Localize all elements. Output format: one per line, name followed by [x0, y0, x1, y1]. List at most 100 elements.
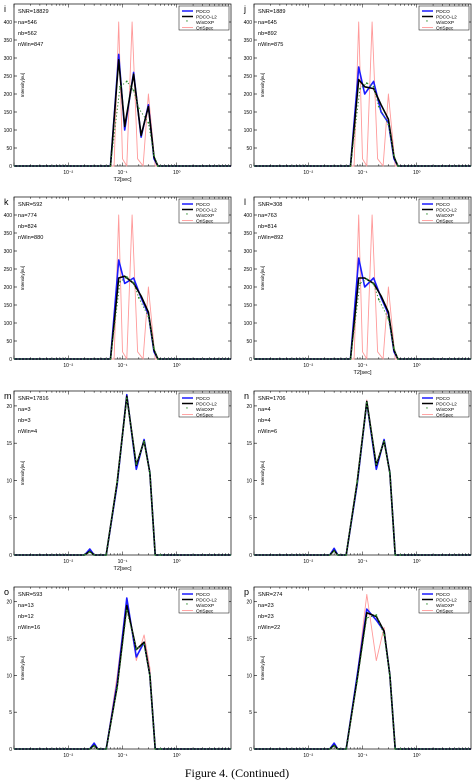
y-axis-label: Intensity[nu] — [260, 656, 265, 680]
series-pdco-line — [254, 401, 471, 556]
series-windxp-point — [157, 165, 159, 167]
series-windxp-point — [132, 281, 135, 284]
x-tick-label: 10⁰ — [173, 559, 181, 565]
y-tick-label: 20 — [246, 600, 252, 606]
x-tick-label: 10⁻¹ — [358, 753, 368, 759]
info-text: nWin=16 — [18, 625, 40, 631]
series-windxp-line — [254, 82, 471, 167]
series-windxp-point — [93, 745, 96, 747]
y-tick-label: 20 — [6, 600, 12, 606]
series-windxp-point — [109, 165, 112, 167]
series-windxp-point — [356, 481, 359, 483]
info-text: nWin=22 — [258, 625, 280, 631]
series-windxp-point — [116, 481, 119, 483]
y-tick-label: 300 — [4, 56, 13, 62]
series-windxp-point — [132, 89, 135, 92]
panel-i: 0 50 100 150 200 250 300 350 400 10⁻² 10⁻¹ 10⁰ i SNR=… — [4, 3, 232, 183]
info-text: nWin=892 — [258, 235, 283, 241]
x-tick-label: 10⁰ — [413, 170, 421, 176]
legend-marker: * — [186, 20, 189, 26]
series-windxp-point — [393, 154, 395, 157]
legend-marker: * — [426, 213, 429, 219]
series-windxp-point — [377, 298, 380, 301]
legend-label: PDCO — [436, 202, 450, 208]
series-windxp-point — [397, 358, 399, 360]
x-tick-label: 10⁻² — [303, 170, 313, 176]
series-windxp-point — [125, 80, 128, 83]
legend-label: OriSpec — [436, 608, 454, 614]
y-tick-label: 400 — [244, 213, 253, 219]
y-axis-label: Intensity[nu] — [260, 461, 265, 485]
info-text: nb=892 — [258, 31, 277, 37]
legend-label: OriSpec — [196, 218, 214, 224]
y-tick-label: 400 — [4, 20, 13, 26]
x-tick-label: 10⁻¹ — [358, 363, 368, 369]
figure-caption: Figure 4. (Continued) — [184, 766, 290, 780]
series-windxp-point — [397, 165, 399, 167]
y-axis-label: Intensity[nu] — [20, 461, 25, 485]
y-tick-label: 0 — [249, 164, 252, 170]
series-pdco-line — [14, 393, 231, 556]
panel-letter: k — [4, 197, 9, 207]
legend-label: OriSpec — [196, 25, 214, 31]
legend-label: PDCO-L2 — [196, 597, 217, 603]
info-text: nb=12 — [18, 614, 34, 620]
series-windxp-point — [125, 609, 128, 612]
info-text: na=774 — [18, 213, 37, 219]
panel-letter: m — [4, 391, 12, 401]
info-text: SNR=274 — [258, 592, 282, 598]
legend-label: PDCO-L2 — [436, 14, 457, 20]
panel-letter: o — [4, 587, 9, 597]
y-tick-label: 0 — [9, 357, 12, 363]
y-tick-label: 250 — [244, 267, 253, 273]
y-tick-label: 15 — [246, 441, 252, 447]
x-tick-label: 10⁻¹ — [358, 559, 368, 565]
legend-box — [418, 392, 470, 418]
y-tick-label: 0 — [249, 553, 252, 559]
y-tick-label: 200 — [4, 92, 13, 98]
series-windxp-line — [254, 278, 471, 360]
series-orispec-line — [254, 593, 471, 750]
y-tick-label: 100 — [244, 128, 253, 134]
y-tick-label: 10 — [246, 673, 252, 679]
series-windxp-point — [125, 276, 128, 278]
series-windxp-point — [135, 647, 138, 650]
legend-label: OriSpec — [436, 25, 454, 31]
y-tick-label: 10 — [6, 478, 12, 484]
y-tick-label: 0 — [9, 747, 12, 753]
legend-label: WinDXP — [436, 407, 454, 413]
y-axis-label: Intensity[nu] — [260, 73, 265, 97]
info-text: SNR=1706 — [258, 396, 286, 402]
panel-letter: j — [243, 4, 246, 14]
y-tick-label: 200 — [244, 285, 253, 291]
panel-o: 0 5 10 15 20 10⁻² 10⁻¹ 10⁰ o SNR=593 na=13 nb=12 nWi… — [4, 586, 232, 759]
series-windxp-point — [372, 85, 375, 88]
series-windxp-point — [377, 105, 380, 108]
series-windxp-point — [88, 748, 91, 750]
legend-label: WinDXP — [436, 20, 454, 26]
legend-label: WinDXP — [436, 603, 454, 609]
panel-l: 0 50 100 150 200 250 300 350 400 10⁻² 10⁻¹ 10⁰ l SNR=… — [244, 196, 472, 376]
series-windxp-point — [383, 440, 385, 443]
x-tick-label: 10⁰ — [173, 753, 181, 759]
legend-label: OriSpec — [196, 412, 214, 418]
series-windxp-point — [119, 280, 121, 283]
x-tick-label: 10⁰ — [173, 363, 181, 369]
legend-label: OriSpec — [436, 218, 454, 224]
info-text: nWin=847 — [18, 42, 43, 48]
series-windxp-point — [394, 748, 397, 750]
series-windxp-point — [83, 554, 86, 556]
series-windxp-point — [372, 283, 375, 286]
legend-marker: * — [426, 407, 429, 413]
series-windxp-point — [383, 633, 385, 636]
x-tick-label: 10⁻² — [63, 170, 73, 176]
y-tick-label: 350 — [4, 38, 13, 44]
series-windxp-point — [143, 643, 145, 646]
panel-n: 0 5 10 15 20 10⁻² 10⁻¹ 10⁰ n SNR=1706 na=4 nb=4 nWin… — [244, 390, 472, 565]
y-tick-label: 150 — [244, 110, 253, 116]
x-tick-label: 10⁻² — [303, 753, 313, 759]
